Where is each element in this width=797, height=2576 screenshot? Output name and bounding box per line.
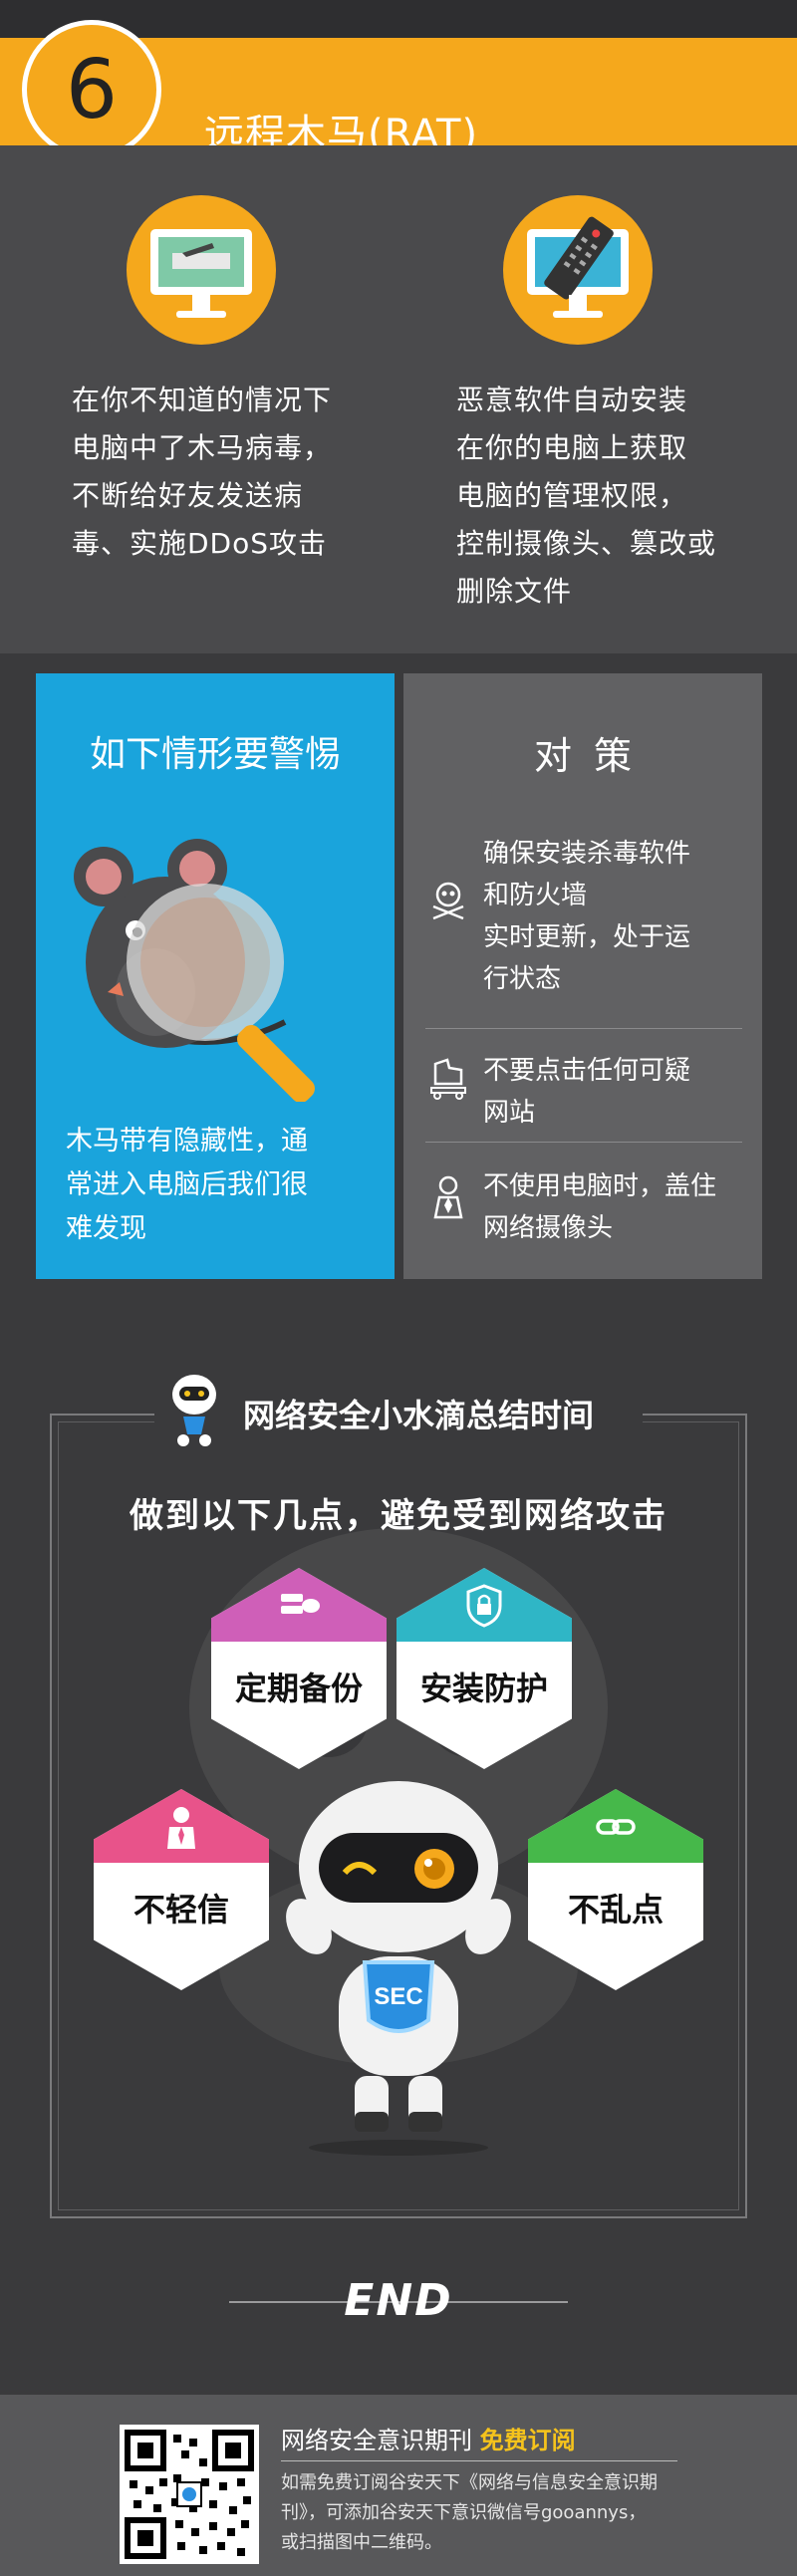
monitor-virus-icon: [127, 195, 276, 345]
trojan-horse-icon: [430, 1058, 466, 1100]
footer-description: 如需免费订阅谷安天下《网络与信息安全意识期 刊》，可添加谷安天下意识微信号goo…: [281, 2472, 658, 2553]
footer: 网络安全意识期刊 免费订阅 如需免费订阅谷安天下《网络与信息安全意识期 刊》，可…: [0, 2395, 797, 2576]
summary-title-backdrop: [154, 1386, 643, 1441]
spy-icon: [433, 1175, 463, 1219]
section-number: 6: [65, 42, 119, 137]
summary-section: 网络安全小水滴总结时间 做到以下几点，避免受到网络攻击 定期备份 安装防护 不轻…: [0, 1279, 797, 2395]
tip-label: 不轻信: [133, 1891, 229, 1929]
section-number-badge: 6: [22, 20, 161, 159]
warning-panel: 如下情形要警惕 木马带有隐藏性，通 常进入电脑后我们很 难发现: [36, 673, 395, 1279]
end-divider-left: [229, 2301, 398, 2303]
countermeasure-panel: 对策 确保安装杀毒软件 和防火墙 实时更新，处于运 行状态 不要点击任何可疑 网…: [403, 673, 762, 1279]
footer-divider: [281, 2460, 677, 2461]
intro-text-left: 在你不知道的情况下 电脑中了木马病毒， 不断给好友发送病 毒、实施DDoS攻击: [72, 384, 333, 560]
mini-robot-icon: [172, 1375, 216, 1446]
countermeasure-title: 对策: [533, 734, 654, 778]
skull-crossbones-icon: [432, 882, 464, 920]
shield-lock-icon: [466, 1584, 502, 1628]
rat-magnifier-icon: [74, 839, 315, 1102]
warning-title: 如下情形要警惕: [89, 734, 341, 775]
summary-title: 网络安全小水滴总结时间: [243, 1397, 595, 1434]
end-text: END: [344, 2275, 453, 2326]
countermeasure-item-2: 不要点击任何可疑 网站: [483, 1056, 691, 1128]
warning-text: 木马带有隐藏性，通 常进入电脑后我们很 难发现: [66, 1126, 308, 1244]
top-strip: [0, 0, 797, 38]
countermeasure-item-1: 确保安装杀毒软件 和防火墙 实时更新，处于运 行状态: [483, 839, 691, 994]
chain-link-icon: [596, 1819, 636, 1835]
robot-badge: SEC: [374, 1983, 422, 2010]
subscribe-link[interactable]: 免费订阅: [479, 2427, 576, 2454]
end-divider-right: [398, 2301, 568, 2303]
user-tie-icon: [167, 1807, 195, 1849]
server-cloud-icon: [281, 1594, 320, 1614]
divider: [425, 1028, 742, 1029]
countermeasure-item-3: 不使用电脑时，盖住 网络摄像头: [483, 1171, 717, 1243]
tip-label: 不乱点: [567, 1891, 664, 1929]
tip-label: 安装防护: [419, 1670, 548, 1707]
intro-text-right: 恶意软件自动安装 在你的电脑上获取 电脑的管理权限， 控制摄像头、篡改或 删除文…: [456, 384, 717, 608]
intro-section: 在你不知道的情况下 电脑中了木马病毒， 不断给好友发送病 毒、实施DDoS攻击 …: [0, 145, 797, 653]
monitor-remote-icon: [503, 195, 653, 345]
qr-code-icon[interactable]: [120, 2425, 259, 2564]
summary-subtitle: 做到以下几点，避免受到网络攻击: [130, 1496, 667, 1536]
footer-title: 网络安全意识期刊 免费订阅: [281, 2427, 576, 2454]
tip-label: 定期备份: [234, 1670, 363, 1707]
divider: [425, 1142, 742, 1143]
robot-mascot-icon: SEC: [286, 1781, 511, 2156]
